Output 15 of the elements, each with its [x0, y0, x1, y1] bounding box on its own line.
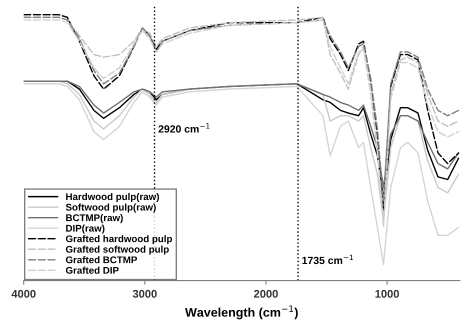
ref-line-label: 1735 cm$^{−1}$ [302, 254, 353, 264]
legend-label: Hardwood pulp(raw) [66, 192, 159, 202]
ref-line-label: 2920 cm$^{−1}$ [158, 123, 210, 133]
x-tick-label: 2000 [254, 290, 278, 298]
legend-label: Softwood pulp(raw) [66, 204, 156, 213]
legend-label: Grafted DIP [66, 266, 119, 274]
legend-label: BCTMP(raw) [66, 214, 123, 224]
legend-label: Grafted hardwood pulp [66, 235, 172, 244]
legend-label: Grafted BCTMP [66, 256, 138, 264]
legend-label: DIP(raw) [66, 224, 104, 234]
x-axis-title: Wavelength (cm$^{−1}$) [185, 306, 298, 320]
x-tick-label: 3000 [132, 290, 157, 298]
legend-label: Grafted softwood pulp [66, 246, 169, 255]
x-tick-label: 1000 [375, 290, 400, 298]
x-tick-label: 4000 [12, 290, 36, 298]
